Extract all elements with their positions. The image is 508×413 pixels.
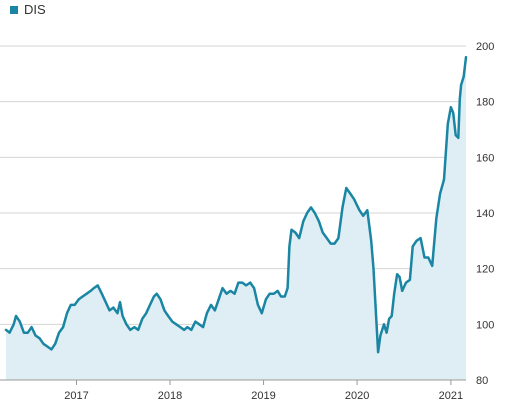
x-tick-label: 2017	[64, 390, 88, 402]
y-tick-label: 180	[476, 97, 494, 109]
y-tick-label: 80	[476, 375, 488, 387]
price-line	[4, 55, 468, 354]
price-area-fill	[6, 57, 466, 380]
legend-swatch	[10, 5, 18, 14]
y-axis-ticks: 80 100 120 140 160 180 200	[476, 41, 494, 387]
y-tick-label: 140	[476, 208, 494, 220]
y-tick-label: 100	[476, 319, 494, 331]
x-tick-label: 2018	[158, 390, 182, 402]
x-axis-ticks: 2017 2018 2019 2020 2021	[64, 380, 463, 402]
x-tick-label: 2020	[345, 390, 369, 402]
x-tick-label: 2019	[251, 390, 275, 402]
y-tick-label: 160	[476, 152, 494, 164]
chart-legend: DIS	[10, 2, 46, 17]
y-tick-label: 120	[476, 264, 494, 276]
y-tick-label: 200	[476, 41, 494, 53]
x-tick-label: 2021	[439, 390, 463, 402]
legend-label-dis: DIS	[24, 2, 46, 17]
